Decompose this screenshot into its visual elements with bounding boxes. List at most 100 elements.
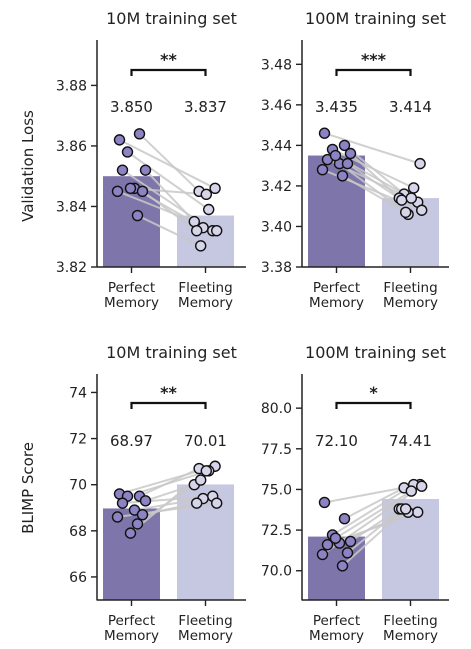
significance-stars: ** (160, 50, 177, 69)
data-point-perfect (133, 128, 146, 140)
pair-line (324, 132, 421, 165)
chart-panel-2: 100M training set 3.435 3.414 *** 3.38 3.40 3.… (261, 9, 449, 311)
data-point-fleeting (412, 506, 424, 518)
data-point-fleeting (414, 157, 426, 170)
x-tick-label: Memory (309, 628, 364, 644)
x-tick-label: Perfect (108, 613, 155, 629)
x-tick-label: Memory (178, 295, 233, 311)
pair-line (126, 151, 210, 211)
panel-title: 100M training set (305, 343, 446, 362)
value-label-fleeting: 3.414 (389, 98, 432, 116)
x-tick-label: Perfect (313, 280, 360, 296)
chart-panel-4: 100M training set 72.10 74.41 * 70.0 72.5 75.0… (261, 343, 449, 644)
data-point-perfect (131, 209, 144, 222)
data-point-perfect (316, 548, 329, 561)
y-tick-label: 72.5 (261, 523, 292, 539)
x-tick-label: Memory (309, 295, 364, 311)
y-tick-label: 3.82 (56, 260, 87, 276)
data-point-perfect (341, 157, 354, 170)
data-point-fleeting (190, 224, 203, 237)
x-tick-label: Fleeting (383, 280, 437, 296)
value-label-perfect: 72.10 (315, 432, 358, 450)
data-point-perfect (329, 532, 342, 544)
chart-panel-1: 10M training set 3.850 3.837 ** 3.82 3.84 3.86… (56, 9, 246, 311)
pair-line (138, 133, 200, 193)
data-point-perfect (121, 146, 134, 158)
bar-perfect-memory (103, 508, 160, 600)
x-tick-label: Fleeting (178, 613, 232, 629)
pair-line (346, 162, 403, 201)
data-point-fleeting (405, 192, 417, 204)
y-tick-label: 3.88 (56, 78, 87, 94)
y-tick-label: 3.84 (56, 199, 87, 215)
data-point-perfect (341, 547, 354, 559)
data-point-perfect (124, 182, 137, 195)
data-point-fleeting (416, 480, 428, 492)
data-point-perfect (318, 496, 331, 509)
data-point-fleeting (405, 485, 417, 497)
y-tick-label: 68 (69, 524, 87, 540)
y-tick-label: 80.0 (261, 401, 292, 417)
y-tick-label: 70.0 (261, 564, 292, 580)
data-point-fleeting (210, 497, 223, 509)
x-tick-label: Fleeting (178, 280, 232, 296)
pair-line (137, 214, 202, 247)
data-point-fleeting (396, 194, 408, 206)
pair-line (134, 497, 204, 512)
data-point-perfect (111, 511, 124, 523)
data-point-fleeting (202, 203, 215, 216)
significance-stars: * (369, 383, 378, 402)
data-point-perfect (113, 134, 126, 146)
data-point-perfect (139, 164, 152, 176)
data-point-perfect (111, 185, 124, 198)
y-tick-label: 3.44 (261, 138, 292, 154)
pair-line (344, 486, 405, 520)
value-label-fleeting: 3.837 (184, 98, 227, 116)
value-label-fleeting: 74.41 (389, 432, 432, 450)
y-tick-label: 3.42 (261, 179, 292, 195)
data-point-perfect (338, 513, 351, 525)
data-point-perfect (336, 170, 349, 182)
panel-title: 10M training set (106, 343, 237, 362)
pair-line (331, 483, 415, 536)
significance-bracket (335, 68, 412, 76)
significance-bracket (130, 68, 207, 76)
data-point-perfect (316, 164, 329, 176)
data-point-fleeting (209, 182, 221, 195)
y-tick-label: 3.38 (261, 260, 292, 276)
x-tick-label: Memory (383, 295, 438, 311)
data-point-perfect (344, 147, 357, 160)
data-point-fleeting (200, 465, 213, 477)
data-point-fleeting (400, 206, 412, 218)
data-point-fleeting (194, 474, 207, 486)
data-point-perfect (124, 527, 137, 539)
x-tick-label: Memory (178, 628, 233, 644)
pair-line (119, 138, 216, 190)
significance-bracket (335, 401, 412, 409)
significance-stars: ** (160, 383, 177, 402)
y-tick-label: 70 (69, 478, 87, 494)
data-point-fleeting (210, 224, 223, 237)
pair-line (349, 508, 400, 543)
data-point-perfect (131, 518, 144, 530)
y-tick-label: 66 (69, 570, 87, 586)
x-tick-label: Memory (383, 628, 438, 644)
y-tick-label: 3.46 (261, 98, 292, 114)
pair-line (342, 174, 407, 214)
y-tick-label: 3.48 (261, 57, 292, 73)
data-point-perfect (136, 185, 149, 198)
significance-stars: *** (361, 50, 387, 69)
pair-line (338, 162, 409, 216)
y-tick-label: 72 (69, 432, 87, 448)
data-point-perfect (329, 149, 342, 162)
y-tick-label: 3.40 (261, 219, 292, 235)
y-tick-label: 3.86 (56, 139, 87, 155)
pair-line (334, 490, 412, 540)
data-point-fleeting (416, 204, 428, 216)
data-point-fleeting (200, 188, 213, 201)
significance-bracket (130, 401, 207, 409)
data-point-perfect (116, 164, 129, 176)
chart-panel-3: 10M training set 68.97 70.01 ** 66 68 70 72 74 Pe… (69, 343, 246, 644)
data-point-perfect (338, 139, 351, 152)
